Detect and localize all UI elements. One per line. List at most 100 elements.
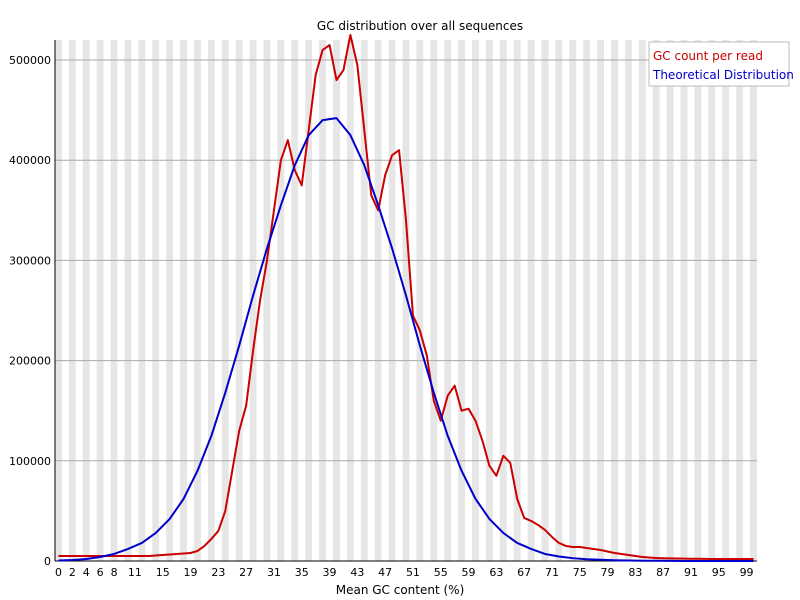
x-tick-label: 27 (239, 566, 253, 579)
plot-stripe (534, 40, 542, 561)
plot-stripe (110, 40, 118, 561)
x-tick-label: 43 (350, 566, 364, 579)
x-tick-label: 31 (267, 566, 281, 579)
plot-stripe (381, 40, 389, 561)
plot-stripe (583, 40, 591, 561)
plot-stripe (319, 40, 327, 561)
plot-stripe (659, 40, 667, 561)
plot-stripe (180, 40, 188, 561)
x-tick-label: 4 (83, 566, 90, 579)
plot-stripe (465, 40, 473, 561)
legend: GC count per read Theoretical Distributi… (648, 41, 794, 87)
x-tick-label: 6 (97, 566, 104, 579)
y-tick-label: 500000 (9, 54, 51, 67)
x-tick-label: 83 (628, 566, 642, 579)
plot-stripe (729, 40, 737, 561)
plot-stripe (187, 40, 195, 561)
plot-stripe (402, 40, 410, 561)
plot-stripe (214, 40, 222, 561)
plot-stripe (597, 40, 605, 561)
plot-stripe (166, 40, 174, 561)
plot-stripe (159, 40, 167, 561)
y-tick-label: 100000 (9, 455, 51, 468)
plot-stripe (430, 40, 438, 561)
x-tick-label: 51 (406, 566, 420, 579)
x-tick-label: 39 (323, 566, 337, 579)
plot-stripe (694, 40, 702, 561)
plot-stripe (103, 40, 111, 561)
plot-stripe (437, 40, 445, 561)
plot-stripe (631, 40, 639, 561)
plot-stripe (200, 40, 208, 561)
y-tick-labels: 0 100000 200000 300000 400000 500000 (9, 54, 51, 568)
x-tick-label: 55 (434, 566, 448, 579)
plot-stripe (333, 40, 340, 561)
y-tick-label: 0 (44, 555, 51, 568)
plot-stripe (360, 40, 368, 561)
x-tick-label: 35 (295, 566, 309, 579)
plot-stripe (353, 40, 361, 561)
plot-stripe (263, 40, 271, 561)
y-tick-label: 200000 (9, 355, 51, 368)
plot-stripe (576, 40, 584, 561)
plot-stripe (687, 40, 695, 561)
chart-title: GC distribution over all sequences (317, 19, 523, 33)
plot-stripe (367, 40, 375, 561)
plot-stripe (395, 40, 403, 561)
legend-label-gc-count: GC count per read (653, 49, 763, 63)
plot-stripe (645, 40, 653, 561)
plot-stripe (339, 40, 347, 561)
plot-stripe (96, 40, 104, 561)
plot-stripe (68, 40, 76, 561)
legend-box (648, 41, 790, 87)
x-tick-label: 99 (740, 566, 754, 579)
plot-stripe (138, 40, 146, 561)
plot-stripe (548, 40, 556, 561)
plot-stripe (506, 40, 514, 561)
x-tick-label: 11 (128, 566, 142, 579)
plot-stripe (235, 40, 243, 561)
plot-stripe (472, 40, 479, 561)
plot-stripe (124, 40, 132, 561)
plot-stripe (520, 40, 528, 561)
x-tick-label: 15 (156, 566, 170, 579)
x-tick-label: 8 (111, 566, 118, 579)
plot-stripe (284, 40, 292, 561)
plot-stripe (451, 40, 459, 561)
plot-stripe (492, 40, 500, 561)
plot-stripe (291, 40, 299, 561)
plot-stripe (131, 40, 139, 561)
x-tick-label: 47 (378, 566, 392, 579)
x-axis-label: Mean GC content (%) (336, 583, 465, 597)
plot-stripe (750, 40, 757, 561)
x-tick-label: 75 (573, 566, 587, 579)
x-tick-label: 67 (517, 566, 531, 579)
plot-stripe (478, 40, 486, 561)
x-tick-label: 0 (55, 566, 62, 579)
plot-stripe (249, 40, 257, 561)
legend-label-theoretical: Theoretical Distribution (652, 68, 794, 82)
plot-stripe (666, 40, 674, 561)
plot-stripe (743, 40, 751, 561)
x-tick-label: 79 (601, 566, 615, 579)
plot-stripe (277, 40, 285, 561)
plot-stripe (458, 40, 466, 561)
y-tick-label: 300000 (9, 254, 51, 267)
plot-stripe (173, 40, 181, 561)
plot-stripe (221, 40, 229, 561)
plot-stripes (55, 40, 757, 561)
x-tick-label: 63 (489, 566, 503, 579)
plot-stripe (722, 40, 730, 561)
x-tick-label: 19 (184, 566, 198, 579)
plot-stripe (416, 40, 424, 561)
x-tick-label: 87 (656, 566, 670, 579)
plot-stripe (374, 40, 382, 561)
plot-stripe (346, 40, 354, 561)
plot-stripe (617, 40, 625, 561)
plot-stripe (194, 40, 201, 561)
plot-stripe (270, 40, 278, 561)
plot-stripe (409, 40, 417, 561)
plot-stripe (89, 40, 97, 561)
x-tick-label: 91 (684, 566, 698, 579)
